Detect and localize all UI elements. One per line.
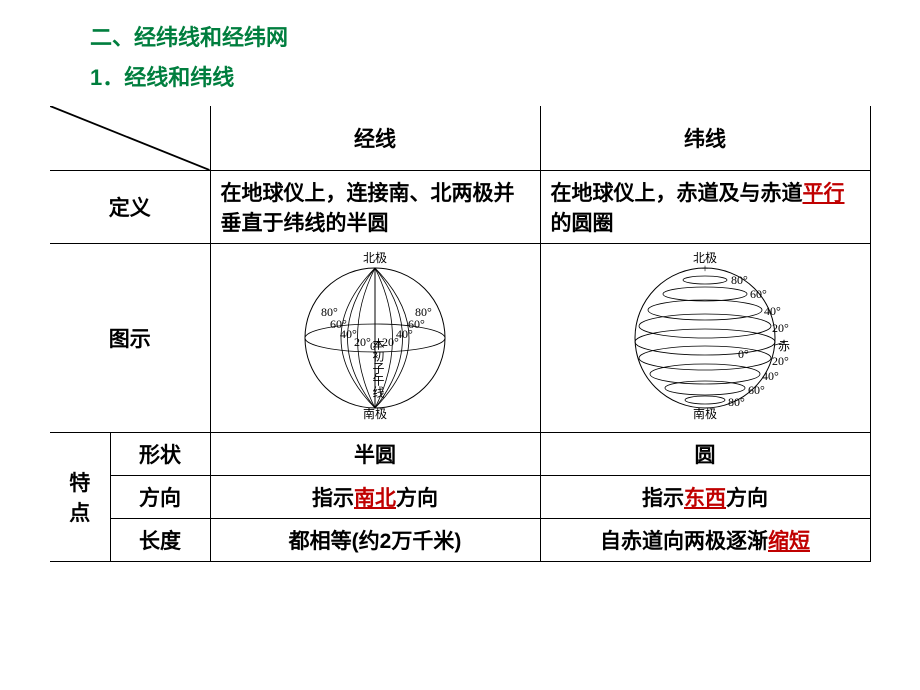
svg-text:20°: 20° (772, 321, 789, 335)
svg-text:20°: 20° (354, 335, 371, 349)
row-shape: 特点 形状 半圆 圆 (50, 433, 870, 476)
svg-text:80°: 80° (728, 395, 745, 409)
diagonal-header-cell (50, 106, 210, 171)
length-parallel-fill: 缩短 (768, 530, 810, 553)
svg-text:80°: 80° (415, 305, 432, 319)
direction-parallel-post: 方向 (726, 487, 768, 510)
row-label-direction: 方向 (110, 476, 210, 519)
row-label-shape: 形状 (110, 433, 210, 476)
diagram-meridian-cell: 北极 80° 60° (210, 244, 540, 433)
globe-parallel-icon: 北极 + 80° (620, 250, 790, 426)
length-parallel: 自赤道向两极逐渐缩短 (540, 519, 870, 562)
row-direction: 方向 指示南北方向 指示东西方向 (50, 476, 870, 519)
shape-parallel: 圆 (540, 433, 870, 476)
definition-parallel: 在地球仪上，赤道及与赤道平行的圆圈 (540, 171, 870, 244)
col-header-parallel: 纬线 (540, 106, 870, 171)
table-header-row: 经线 纬线 (50, 106, 870, 171)
row-label-definition: 定义 (50, 171, 210, 244)
direction-meridian-post: 方向 (396, 487, 438, 510)
svg-text:60°: 60° (408, 317, 425, 331)
direction-meridian: 指示南北方向 (210, 476, 540, 519)
svg-text:40°: 40° (764, 304, 781, 318)
svg-text:40°: 40° (762, 369, 779, 383)
definition-parallel-post: 的圆圈 (551, 212, 614, 235)
direction-parallel-pre: 指示 (642, 487, 684, 510)
svg-text:南极: 南极 (363, 406, 387, 420)
direction-meridian-fill: 南北 (354, 487, 396, 510)
length-parallel-pre: 自赤道向两极逐渐 (600, 530, 768, 553)
row-diagram: 图示 北极 (50, 244, 870, 433)
svg-text:赤道: 赤道 (778, 339, 790, 353)
shape-meridian: 半圆 (210, 433, 540, 476)
row-label-diagram: 图示 (50, 244, 210, 433)
row-label-features: 特点 (50, 433, 110, 562)
north-pole-label: 北极 (363, 251, 387, 265)
svg-text:本初子午线: 本初子午线 (371, 338, 385, 398)
diagram-parallel-cell: 北极 + 80° (540, 244, 870, 433)
svg-text:80°: 80° (731, 273, 748, 287)
svg-text:0°: 0° (738, 347, 749, 361)
definition-meridian: 在地球仪上，连接南、北两极并垂直于纬线的半圆 (210, 171, 540, 244)
definition-parallel-fill: 平行 (803, 182, 845, 205)
row-definition: 定义 在地球仪上，连接南、北两极并垂直于纬线的半圆 在地球仪上，赤道及与赤道平行… (50, 171, 870, 244)
globe-meridian-icon: 北极 80° 60° (290, 250, 460, 426)
direction-parallel-fill: 东西 (684, 487, 726, 510)
direction-parallel: 指示东西方向 (540, 476, 870, 519)
length-meridian: 都相等(约2万千米) (210, 519, 540, 562)
subsection-heading: 1．经线和纬线 (90, 60, 870, 92)
col-header-meridian: 经线 (210, 106, 540, 171)
svg-text:20°: 20° (772, 354, 789, 368)
svg-text:60°: 60° (750, 287, 767, 301)
definition-parallel-pre: 在地球仪上，赤道及与赤道 (551, 182, 803, 205)
svg-text:+: + (702, 261, 709, 275)
row-length: 长度 都相等(约2万千米) 自赤道向两极逐渐缩短 (50, 519, 870, 562)
row-label-length: 长度 (110, 519, 210, 562)
svg-text:南极: 南极 (693, 406, 717, 420)
comparison-table: 经线 纬线 定义 在地球仪上，连接南、北两极并垂直于纬线的半圆 在地球仪上，赤道… (50, 106, 871, 562)
svg-text:60°: 60° (748, 383, 765, 397)
section-heading: 二、经纬线和经纬网 (90, 20, 870, 52)
direction-meridian-pre: 指示 (312, 487, 354, 510)
